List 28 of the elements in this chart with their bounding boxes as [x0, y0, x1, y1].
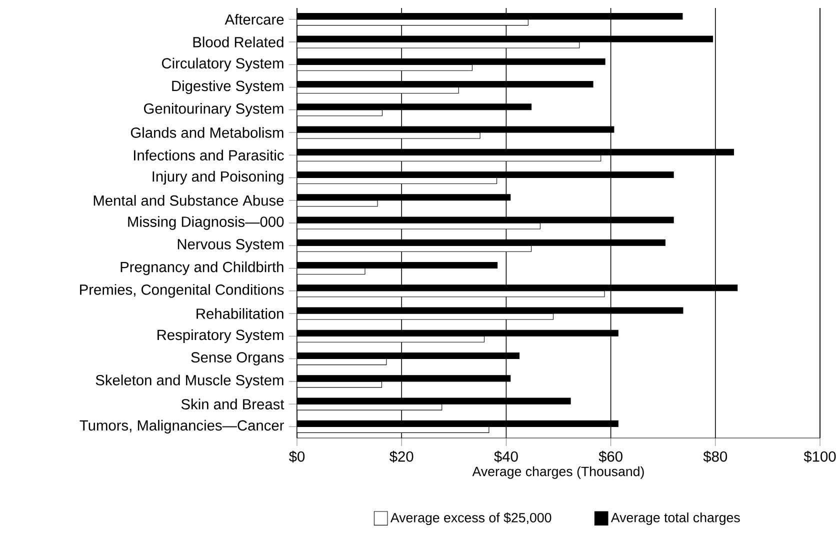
x-tick-label: $100 [804, 450, 836, 463]
x-tick-label: $20 [390, 450, 414, 463]
x-tick-label: $80 [703, 450, 728, 463]
y-tick-label: Injury and Poisoning [152, 170, 284, 185]
y-tick-label: Nervous System [178, 239, 284, 252]
x-tick-label: $60 [598, 450, 622, 463]
y-tick-label: Digestive System [172, 80, 284, 94]
x-tick-label: $40 [494, 450, 518, 463]
legend-label: Average excess of $25,000 [390, 512, 552, 526]
y-tick-label: Missing Diagnosis—000 [128, 216, 284, 230]
y-tick-label: Respiratory System [158, 329, 284, 343]
y-tick-label: Aftercare [224, 14, 284, 25]
x-tick-label: $0 [289, 450, 305, 463]
y-tick-label: Infections and Parasitic [134, 150, 284, 160]
y-tick-label: Mental and Substance Abuse [94, 194, 284, 206]
y-tick-label: Blood Related [193, 36, 284, 48]
y-tick-label: Glands and Metabolism [130, 127, 284, 138]
y-tick-label: Skin and Breast [181, 398, 284, 410]
legend-label: Average total charges [610, 512, 740, 525]
y-tick-label: Rehabilitation [196, 308, 284, 319]
y-tick-label: Premies, Congenital Conditions [80, 284, 284, 298]
y-tick-label: Pregnancy and Childbirth [120, 261, 284, 276]
y-tick-label: Genitourinary System [144, 103, 284, 117]
y-tick-label: Tumors, Malignancies—Cancer [80, 420, 284, 434]
y-tick-label: Sense Organs [191, 352, 284, 366]
x-axis-title: Average charges (Thousand) [472, 466, 644, 479]
y-tick-label: Skeleton and Muscle System [96, 374, 284, 388]
y-tick-label: Circulatory System [162, 58, 284, 72]
